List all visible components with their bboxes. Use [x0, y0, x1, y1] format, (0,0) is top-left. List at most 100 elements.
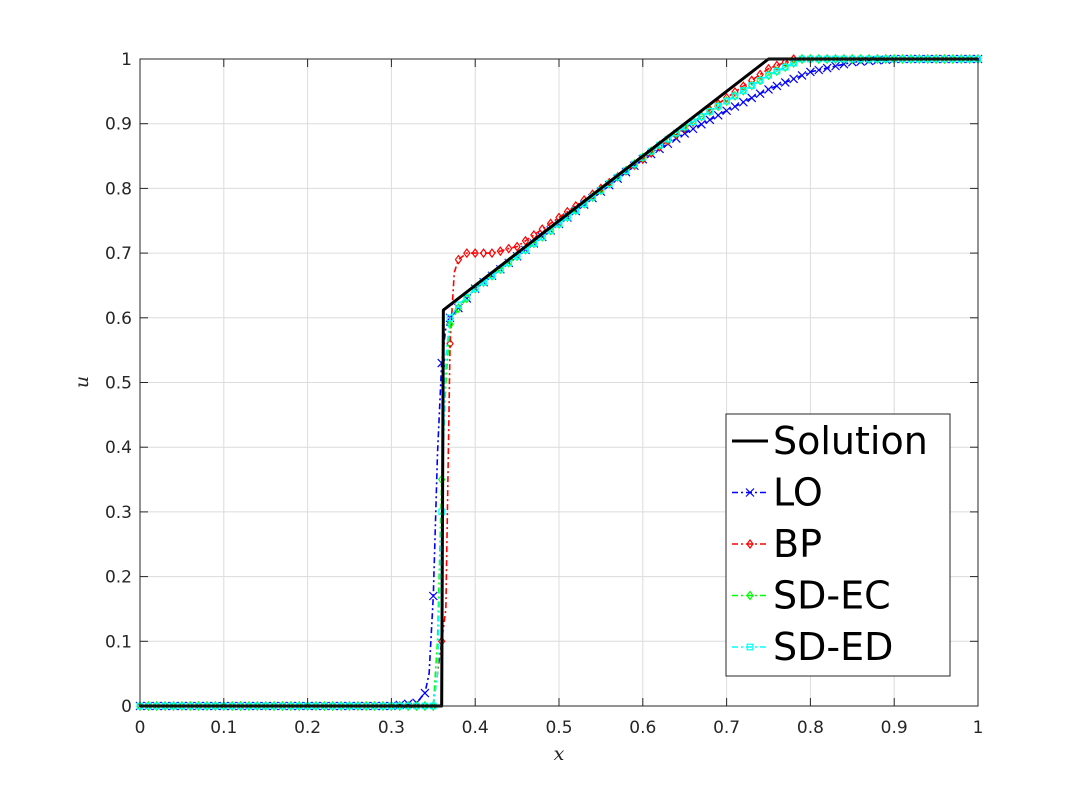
series-marker	[747, 93, 757, 103]
legend-marker	[746, 539, 754, 549]
y-tick-label: 0.6	[105, 309, 132, 329]
series-marker	[446, 314, 454, 322]
series-marker	[463, 293, 471, 301]
series-marker	[765, 71, 772, 79]
y-tick-label: 0.4	[105, 438, 132, 458]
series-marker	[756, 69, 764, 80]
series-marker	[789, 74, 799, 84]
series-marker	[755, 89, 765, 99]
tick-labels: 0 0.1 0.2 0.3 0.4 0.5 0.6 0.7 0.8 0.9 1 0 0.1 0.2 0.3 0…	[105, 50, 983, 738]
legend-box	[725, 413, 951, 677]
series-marker	[698, 113, 705, 120]
series-marker	[822, 63, 832, 73]
series-marker	[713, 110, 723, 120]
series-marker	[764, 84, 773, 94]
series-marker	[789, 58, 798, 69]
legend-label: SD-EC	[773, 574, 891, 618]
series-marker	[730, 102, 740, 111]
legend-marker	[746, 643, 754, 651]
series-line	[140, 58, 978, 707]
x-tick-label: 0.1	[210, 718, 237, 738]
series-marker	[756, 76, 764, 84]
x-tick-label: 0.2	[294, 718, 321, 738]
series-marker	[471, 248, 479, 259]
series-marker	[455, 301, 462, 309]
series-marker	[814, 65, 824, 75]
series-marker	[479, 248, 488, 259]
series-marker	[739, 87, 747, 95]
legend-label: LO	[773, 471, 823, 515]
series-marker	[739, 85, 748, 96]
series-marker	[797, 71, 807, 80]
legend-entry: SD-EC	[732, 574, 891, 618]
series-marker	[805, 67, 815, 77]
series-marker	[697, 119, 706, 129]
x-axis-label: x	[554, 743, 565, 765]
series-marker	[496, 246, 505, 257]
series-marker	[420, 688, 430, 698]
series-marker	[488, 248, 496, 259]
series-marker	[454, 254, 463, 265]
x-tick-label: 0.6	[629, 718, 656, 738]
legend-marker	[746, 590, 754, 601]
x-tick-label: 1	[973, 718, 984, 738]
series-marker	[428, 591, 438, 601]
series-marker	[780, 77, 790, 87]
series-line	[140, 58, 978, 707]
series-marker	[747, 75, 756, 86]
y-tick-label: 0.5	[105, 374, 132, 394]
series-marker	[446, 319, 454, 330]
y-tick-label: 0.3	[105, 503, 132, 523]
y-tick-label: 1	[121, 50, 132, 70]
series-marker	[722, 106, 732, 116]
legend-entry: BP	[732, 522, 822, 566]
series-marker	[772, 81, 782, 91]
y-tick-label: 0	[121, 697, 132, 717]
legend-marker	[745, 488, 755, 497]
y-tick-label: 0.7	[105, 244, 132, 264]
series-marker	[513, 241, 521, 252]
legend-label: BP	[773, 522, 822, 566]
series-marker	[748, 82, 756, 89]
x-tick-label: 0.8	[797, 718, 824, 738]
y-tick-label: 0.8	[105, 179, 132, 199]
series-marker	[773, 67, 781, 75]
series-marker	[723, 97, 730, 105]
series-marker	[714, 98, 722, 109]
legend-label: Solution	[773, 419, 928, 463]
legend-entry: LO	[732, 471, 823, 515]
series-marker	[463, 248, 471, 259]
x-tick-label: 0.5	[545, 718, 572, 738]
series-marker	[756, 75, 764, 86]
series-marker	[781, 63, 789, 71]
series-marker	[504, 243, 513, 254]
series-marker	[831, 61, 840, 71]
legend: Solution LO BP SD-EC SD-ED	[725, 413, 951, 677]
y-tick-label: 0.1	[105, 632, 132, 652]
series-marker	[731, 92, 739, 100]
legend-entry: SD-ED	[732, 625, 893, 669]
series-marker	[781, 62, 790, 73]
x-tick-label: 0.4	[462, 718, 489, 738]
series-marker	[463, 293, 471, 304]
series-marker	[446, 338, 454, 349]
x-tick-label: 0.9	[881, 718, 908, 738]
series-marker	[731, 90, 739, 101]
series-marker	[454, 303, 463, 314]
series-marker	[688, 124, 698, 134]
y-tick-label: 0.2	[105, 568, 132, 588]
series-marker	[773, 60, 781, 71]
series-marker	[697, 111, 706, 122]
series-marker	[705, 115, 715, 125]
y-axis-label: u	[71, 376, 93, 388]
series-marker	[764, 70, 773, 81]
ticks	[139, 58, 979, 707]
series-marker	[731, 86, 739, 97]
x-tick-label: 0.3	[378, 718, 405, 738]
series-marker	[706, 108, 714, 115]
x-tick-label: 0	[135, 718, 146, 738]
series-marker	[714, 102, 722, 110]
y-tick-label: 0.9	[105, 115, 132, 135]
series-marker	[738, 97, 748, 107]
